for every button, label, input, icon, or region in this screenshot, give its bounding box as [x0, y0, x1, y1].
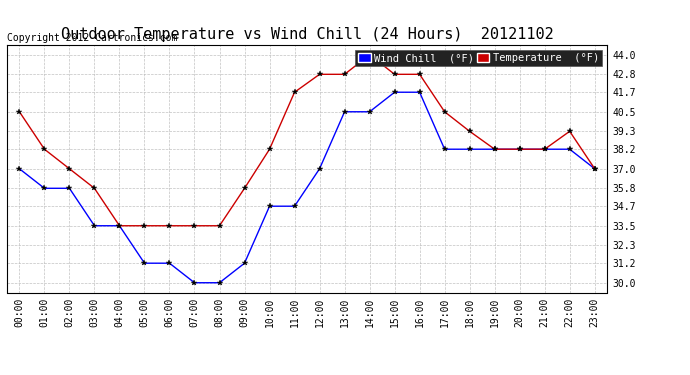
- Text: Copyright 2012 Cartronics.com: Copyright 2012 Cartronics.com: [7, 33, 177, 42]
- Legend: Wind Chill  (°F), Temperature  (°F): Wind Chill (°F), Temperature (°F): [355, 50, 602, 66]
- Title: Outdoor Temperature vs Wind Chill (24 Hours)  20121102: Outdoor Temperature vs Wind Chill (24 Ho…: [61, 27, 553, 42]
